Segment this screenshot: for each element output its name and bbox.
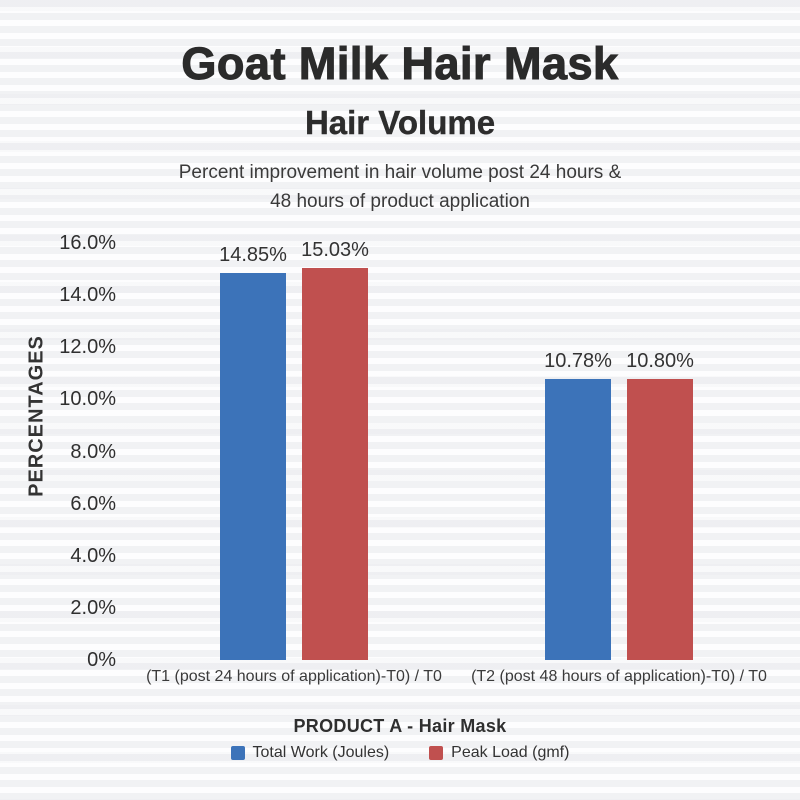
y-tick-label: 2.0%: [70, 596, 116, 619]
legend-swatch-icon: [429, 746, 444, 760]
bar-value-label: 14.85%: [219, 244, 287, 266]
y-tick-label: 16.0%: [59, 232, 116, 254]
chart-description: Percent improvement in hair volume post …: [178, 162, 622, 213]
x-axis-title: PRODUCT A - Hair Mask: [293, 716, 507, 736]
y-tick-label: 4.0%: [70, 544, 116, 567]
y-tick-label: 12.0%: [59, 336, 116, 359]
y-tick-label: 10.0%: [59, 388, 116, 411]
bar-peak-load: [302, 268, 368, 660]
category-label: (T2 (post 48 hours of application)-T0) /…: [471, 668, 767, 685]
bar-total-work: [545, 379, 611, 660]
legend-item: Total Work (Joules): [230, 744, 390, 762]
legend-label: Peak Load (gmf): [451, 744, 570, 761]
y-tick-label: 6.0%: [70, 492, 116, 515]
bar-value-label: 15.03%: [301, 239, 369, 261]
legend-swatch-icon: [230, 746, 245, 760]
y-tick-label: 8.0%: [70, 440, 116, 463]
y-tick-label: 14.0%: [59, 284, 116, 307]
chart-subtitle: Hair Volume: [304, 104, 496, 141]
page-title: Goat Milk Hair Mask: [181, 37, 619, 89]
category-label: (T1 (post 24 hours of application)-T0) /…: [146, 668, 442, 685]
bar-peak-load: [627, 379, 693, 660]
legend-item: Peak Load (gmf): [429, 744, 569, 762]
legend: Total Work (Joules) Peak Load (gmf): [0, 744, 800, 762]
y-tick-label: 0%: [87, 649, 116, 671]
bar-value-label: 10.78%: [544, 350, 612, 372]
bar-total-work: [220, 273, 286, 660]
bar-value-label: 10.80%: [626, 350, 694, 372]
legend-label: Total Work (Joules): [252, 744, 390, 761]
